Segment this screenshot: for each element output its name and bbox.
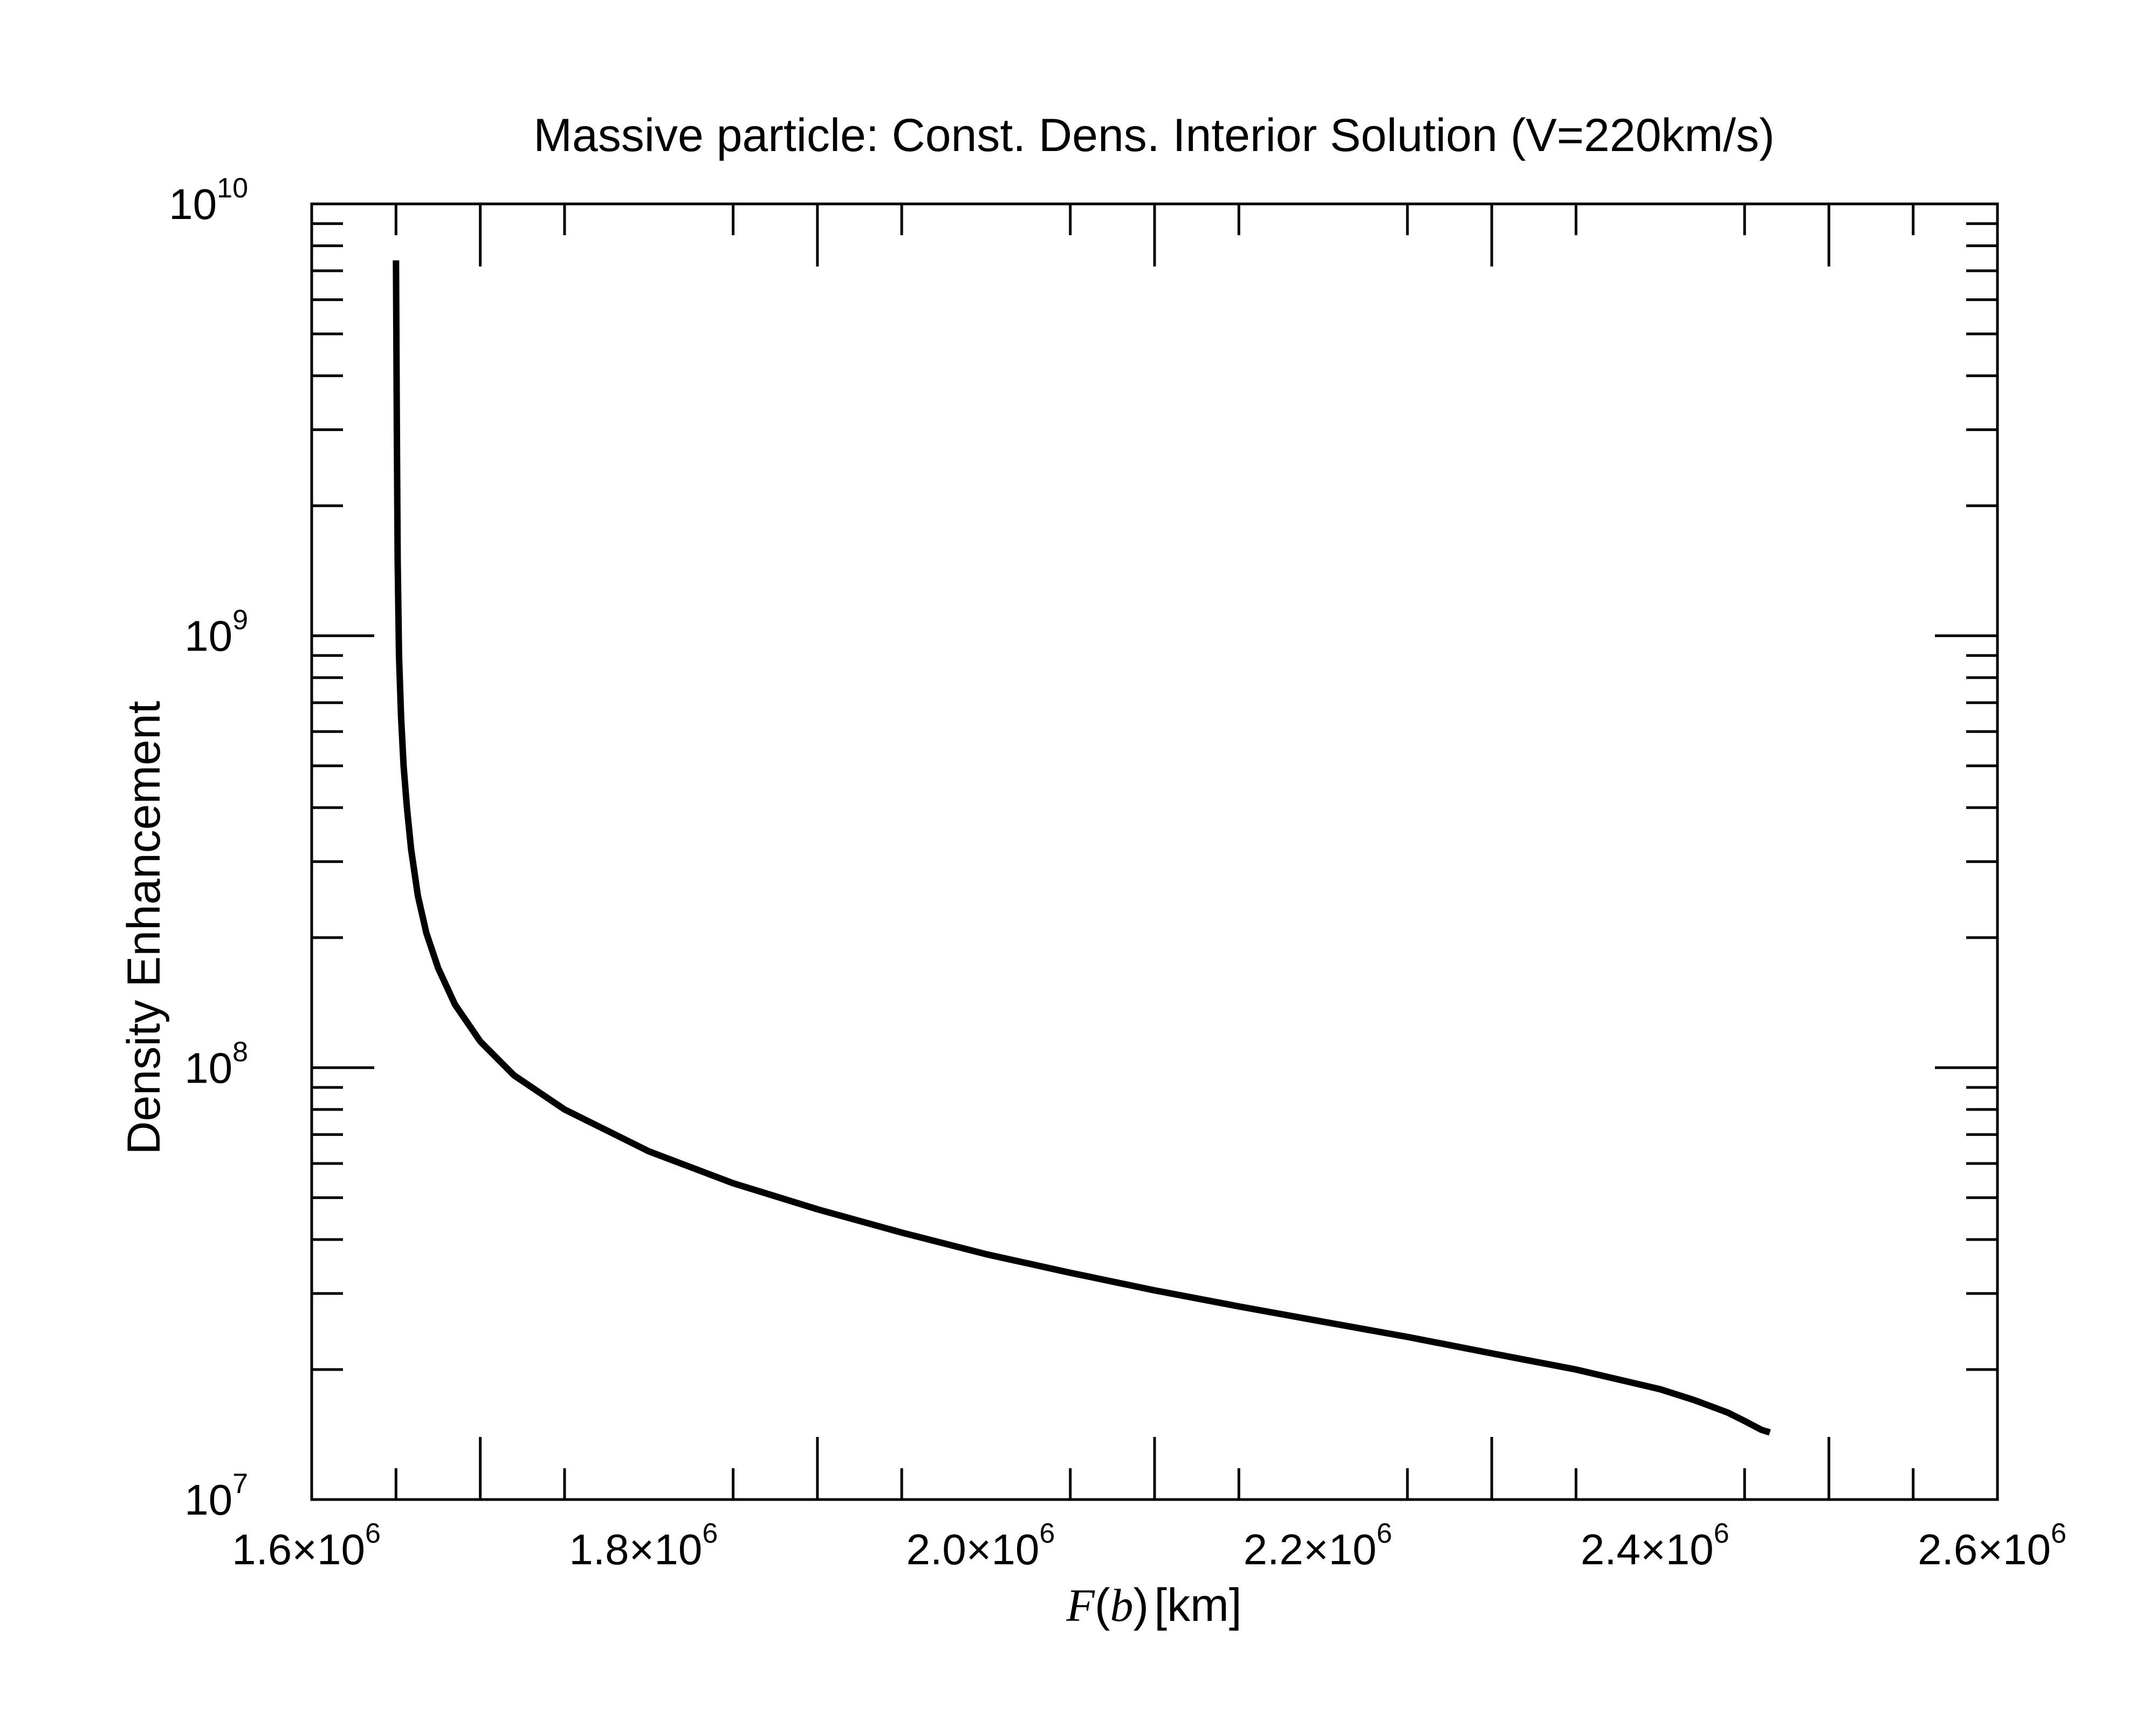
y-tick-label: 107 [184, 1468, 248, 1524]
axis-ticks [312, 204, 1997, 1500]
x-tick-label-mantissa: 2.2×10 [1244, 1525, 1377, 1573]
x-axis-label: F(b) [km] [1066, 1579, 1241, 1631]
x-axis-label-func: F [1066, 1579, 1095, 1631]
x-tick-label: 2.4×106 [1581, 1518, 1729, 1573]
x-tick-label-exponent: 6 [1039, 1518, 1055, 1549]
y-tick-label: 1010 [169, 173, 248, 228]
y-tick-label-exponent: 7 [232, 1468, 248, 1500]
y-tick-label-base: 10 [169, 180, 217, 228]
y-tick-label-exponent: 10 [217, 173, 248, 204]
series-line [393, 260, 1771, 1436]
x-tick-label: 2.0×106 [906, 1518, 1055, 1573]
x-tick-label: 2.6×106 [1918, 1518, 2066, 1573]
x-axis-label-unit: [km] [1154, 1579, 1241, 1631]
x-axis-label-arg: b [1110, 1579, 1134, 1631]
y-tick-label-base: 10 [184, 1476, 232, 1524]
x-tick-label-mantissa: 2.4×10 [1581, 1525, 1714, 1573]
x-tick-label-mantissa: 2.0×10 [906, 1525, 1039, 1573]
x-tick-label: 1.6×106 [232, 1518, 381, 1573]
x-tick-label-exponent: 6 [702, 1518, 718, 1549]
x-tick-label-mantissa: 1.8×10 [569, 1525, 702, 1573]
y-axis-label: Density Enhancement [118, 701, 170, 1154]
y-tick-label: 108 [184, 1036, 248, 1092]
x-tick-label: 2.2×106 [1244, 1518, 1392, 1573]
x-tick-label-exponent: 6 [365, 1518, 381, 1549]
y-tick-label-base: 10 [184, 612, 232, 660]
tick-labels: 1.6×106 1.8×106 2.0×106 2.2×106 2.4×106 2.6×1… [169, 173, 2066, 1573]
x-tick-label: 1.8×106 [569, 1518, 718, 1573]
x-tick-label-exponent: 6 [2051, 1518, 2066, 1549]
y-tick-label-exponent: 8 [232, 1036, 248, 1067]
x-tick-label-mantissa: 2.6×10 [1918, 1525, 2051, 1573]
y-tick-label-exponent: 9 [232, 605, 248, 636]
y-tick-label: 109 [184, 605, 248, 660]
y-tick-label-base: 10 [184, 1044, 232, 1092]
x-axis-label-close: ) [1134, 1579, 1149, 1631]
plot-frame [310, 202, 1999, 1501]
x-tick-label-mantissa: 1.6×10 [232, 1525, 365, 1573]
x-tick-label-exponent: 6 [1714, 1518, 1729, 1549]
x-tick-label-exponent: 6 [1377, 1518, 1392, 1549]
x-axis-label-open: ( [1095, 1579, 1110, 1631]
chart-title: Massive particle: Const. Dens. Interior … [533, 109, 1774, 161]
